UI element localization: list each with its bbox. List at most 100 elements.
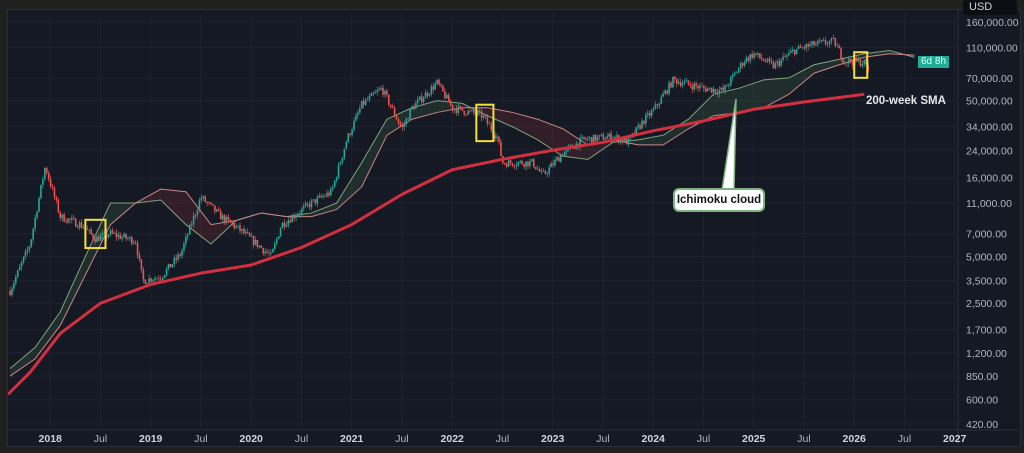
candle-body [136, 242, 139, 256]
candle-body [556, 157, 558, 160]
candle-body [594, 134, 597, 141]
ichimoku-cloud-segment [864, 50, 890, 58]
candle-body [389, 104, 392, 107]
candle-body [254, 239, 257, 245]
candle-body [88, 229, 91, 231]
candle-body [536, 169, 539, 170]
candle-body [142, 269, 145, 280]
candle-body [76, 226, 79, 228]
candle-body [372, 93, 375, 95]
candle-body [357, 112, 359, 116]
candle-body [252, 236, 255, 245]
candle-body [759, 53, 761, 58]
candle-body [467, 110, 469, 115]
candle-body [828, 41, 831, 45]
candle-body [386, 90, 388, 95]
candle-body [764, 61, 767, 62]
candle-body [49, 179, 52, 187]
x-tick-label: Jul [697, 433, 710, 445]
candle-body [672, 76, 674, 88]
ichimoku-cloud-segment [361, 119, 387, 187]
candle-body [517, 162, 520, 166]
currency-selector[interactable]: USD [963, 0, 1017, 15]
ichimoku-cloud-segment [788, 64, 815, 95]
candle-body [735, 72, 738, 74]
y-tick-label: 1,700.00 [966, 324, 1007, 336]
candle-body [67, 218, 69, 223]
candle-body [289, 220, 292, 223]
candle-body [674, 76, 676, 80]
candle-body [219, 210, 222, 220]
candle-body [167, 263, 170, 269]
candle-body [861, 64, 864, 67]
candle-body [424, 92, 427, 99]
candle-body [150, 278, 152, 282]
candle-body [339, 162, 342, 165]
candle-body [621, 139, 624, 143]
candle-body [132, 242, 135, 244]
candle-body [343, 148, 346, 158]
candle-body [115, 232, 118, 237]
candle-body [540, 170, 543, 172]
candle-body [834, 37, 837, 47]
candle-body [662, 93, 665, 97]
candle-body [69, 218, 71, 220]
candle-body [401, 125, 404, 127]
y-tick-label: 16,000.00 [966, 173, 1013, 185]
candle-body [670, 82, 672, 88]
candle-body [397, 119, 400, 123]
candle-body [409, 109, 411, 120]
ichimoku-cloud-segment [663, 119, 689, 145]
candle-body [177, 254, 179, 260]
ichimoku-cloud-segment [562, 128, 588, 160]
candle-body [109, 230, 112, 236]
candle-body [38, 197, 40, 212]
candle-body [362, 100, 365, 105]
candle-body [822, 40, 825, 41]
candle-body [277, 236, 280, 239]
candle-body [13, 283, 15, 289]
candle-body [188, 224, 191, 235]
candle-body [664, 90, 666, 94]
span-a-line [9, 49, 915, 370]
candle-body [619, 139, 622, 143]
candle-body [865, 59, 867, 65]
candle-body [768, 58, 771, 61]
candle-body [791, 49, 794, 51]
candle-body [217, 209, 220, 211]
candle-body [490, 124, 493, 131]
candle-body [778, 61, 781, 66]
candle-body [737, 68, 740, 73]
candle-body [335, 177, 338, 181]
candle-body [368, 96, 371, 100]
candle-body [359, 108, 361, 113]
candle-body [11, 288, 13, 296]
candle-body [26, 249, 29, 252]
candle-body [337, 164, 340, 178]
candle-body [235, 226, 237, 228]
candle-body [857, 59, 860, 62]
candle-body [648, 113, 651, 116]
candle-body [589, 137, 591, 139]
candle-body [587, 138, 589, 140]
candle-body [534, 166, 537, 170]
candle-body [840, 48, 842, 59]
candle-body [181, 250, 183, 256]
candle-body [513, 165, 516, 167]
candle-body [301, 208, 303, 214]
candle-body [299, 213, 301, 215]
candle-body [53, 187, 56, 198]
candle-body [347, 133, 350, 142]
candle-body [159, 279, 162, 281]
candle-body [129, 237, 131, 239]
candle-body [708, 87, 711, 89]
candle-body [519, 161, 522, 163]
candle-body [388, 94, 390, 105]
candle-body [847, 58, 850, 64]
x-tick-label: Jul [496, 433, 509, 445]
candle-body [761, 57, 763, 60]
x-tick-label: Jul [94, 433, 107, 445]
candle-body [743, 62, 746, 66]
candle-body [782, 56, 784, 60]
